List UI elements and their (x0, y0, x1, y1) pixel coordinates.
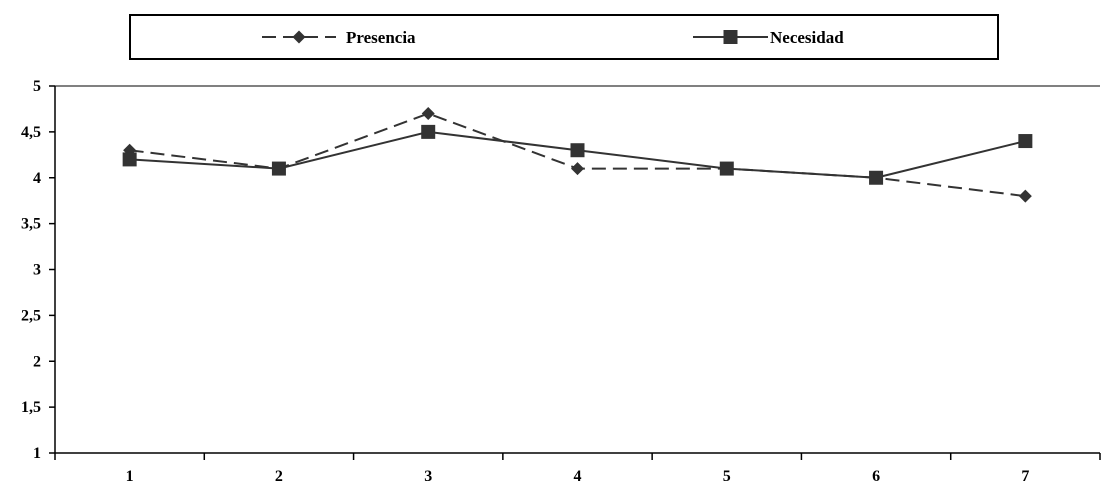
y-tick-label: 1 (33, 445, 41, 462)
legend: Presencia Necesidad (262, 28, 844, 47)
x-tick-label: 3 (424, 468, 432, 485)
y-tick-label: 1,5 (21, 399, 41, 416)
y-tick-label: 3 (33, 262, 41, 279)
data-point-necesidad (421, 124, 436, 139)
y-tick-label: 4 (33, 170, 41, 187)
data-point-necesidad (122, 152, 137, 167)
y-tick-label: 2,5 (21, 307, 41, 324)
legend-box (129, 14, 999, 60)
legend-marker-presencia (292, 30, 306, 44)
data-point-necesidad (719, 161, 734, 176)
legend-label-necesidad: Necesidad (770, 28, 844, 47)
data-point-necesidad (570, 143, 585, 158)
x-tick-label: 7 (1021, 468, 1029, 485)
y-tick-label: 4,5 (21, 124, 41, 141)
y-tick-label: 5 (33, 78, 41, 95)
legend-label-presencia: Presencia (346, 28, 416, 47)
data-point-necesidad (1018, 134, 1033, 149)
y-tick-label: 3,5 (21, 216, 41, 233)
x-tick-label: 4 (574, 468, 582, 485)
legend-marker-necesidad (723, 30, 738, 44)
data-point-presencia (421, 107, 435, 121)
y-axis: 1 1,5 2 2,5 3 3,5 4 4,5 5 (21, 78, 55, 462)
data-point-necesidad (869, 170, 884, 185)
data-point-presencia (571, 162, 584, 176)
data-point-presencia (1018, 189, 1032, 203)
x-tick-label: 6 (872, 468, 880, 485)
data-point-necesidad (271, 161, 286, 176)
x-tick-label: 5 (723, 468, 731, 485)
series-markers (122, 107, 1033, 203)
y-tick-label: 2 (33, 353, 41, 370)
x-axis: 1 2 3 4 5 6 7 (54, 453, 1101, 485)
x-tick-label: 1 (126, 468, 134, 485)
x-tick-label: 2 (275, 468, 283, 485)
